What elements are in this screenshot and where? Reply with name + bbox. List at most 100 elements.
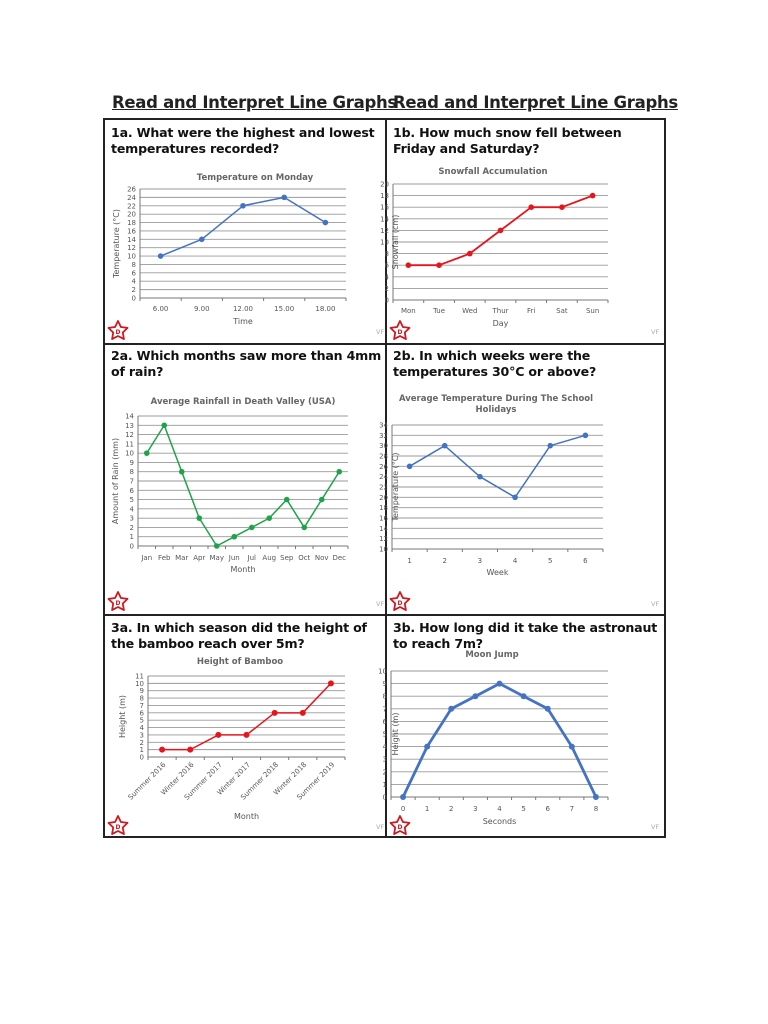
question-1a: 1a. What were the highest and lowest tem… (111, 125, 375, 156)
y-tick-label: 26 (379, 463, 388, 471)
x-tick-label: 5 (548, 557, 552, 565)
x-tick-label: Sun (586, 307, 599, 315)
y-axis-label: Height (m) (391, 712, 400, 755)
x-axis-label: Week (487, 568, 509, 577)
y-tick-label: 22 (379, 484, 388, 492)
y-tick-label: 18 (127, 219, 136, 227)
series-line (409, 434, 586, 499)
chart-1: Temperature on Monday0246810121416182022… (112, 173, 347, 326)
question-2a: 2a. Which months saw more than 4mm of ra… (111, 348, 381, 379)
y-tick-label: 10 (135, 680, 144, 688)
data-point (161, 422, 168, 429)
y-tick-label: 8 (383, 693, 387, 701)
y-tick-label: 0 (383, 794, 387, 802)
data-point (327, 680, 334, 687)
y-tick-label: 1 (130, 533, 134, 541)
x-tick-label: May (210, 554, 224, 562)
star-shape (389, 320, 411, 341)
x-tick-label: Mon (401, 307, 416, 315)
x-tick-label: Jun (228, 554, 240, 562)
x-tick-label: Aug (262, 554, 276, 562)
x-tick-label: 9.00 (194, 305, 210, 313)
data-point (496, 680, 503, 687)
chart-title: Average Temperature During The School (399, 394, 593, 404)
y-tick-label: 0 (385, 297, 389, 305)
x-tick-label: Thur (491, 307, 508, 315)
worksheet-heading-left: Read and Interpret Line Graphs (112, 93, 397, 112)
x-tick-label: 3 (473, 805, 477, 813)
y-tick-label: 22 (127, 202, 136, 210)
data-point (318, 496, 325, 503)
data-point (196, 515, 203, 521)
star-badge-letter: D (116, 824, 121, 831)
x-tick-label: 4 (513, 557, 518, 565)
y-tick-label: 8 (140, 695, 144, 703)
x-tick-label: 0 (401, 805, 405, 813)
chart-title: Average Rainfall in Death Valley (USA) (151, 397, 336, 407)
star-icon: D (107, 815, 129, 835)
data-point (143, 450, 150, 456)
chart-4: Average Temperature During The SchoolHol… (379, 394, 604, 577)
star-badge-letter: D (116, 600, 121, 607)
data-point (301, 524, 308, 531)
x-tick-label: Apr (193, 554, 205, 562)
data-point (159, 746, 166, 753)
y-tick-label: 26 (127, 186, 136, 194)
y-tick-label: 3 (140, 731, 144, 739)
y-tick-label: 28 (379, 453, 388, 461)
data-point (559, 204, 565, 210)
x-tick-label: Summer 2016 (127, 760, 168, 801)
y-tick-label: 6 (140, 709, 145, 717)
data-point (266, 515, 273, 521)
y-tick-label: 5 (383, 731, 387, 739)
vf-mark: VF (651, 600, 659, 608)
y-tick-label: 6 (130, 487, 135, 495)
data-point (271, 709, 278, 716)
data-point (215, 731, 222, 738)
y-tick-label: 7 (383, 705, 387, 713)
y-tick-label: 18 (379, 504, 388, 512)
x-axis-label: Time (232, 317, 253, 326)
y-tick-label: 18 (380, 192, 389, 200)
x-tick-label: Jan (140, 554, 152, 562)
y-axis-label: Temperature (°C) (112, 209, 121, 279)
y-tick-label: 32 (379, 432, 388, 440)
y-tick-label: 16 (380, 204, 389, 212)
row-divider (103, 343, 666, 345)
data-point (281, 194, 288, 201)
y-axis-label: Amount of Rain (mm) (111, 438, 120, 524)
y-axis-label: Height (m) (118, 695, 127, 738)
y-tick-label: 14 (127, 236, 136, 244)
row-divider (103, 614, 666, 616)
series-line (146, 424, 340, 547)
vf-mark: VF (651, 328, 659, 336)
star-badge-letter: D (116, 329, 121, 336)
data-point (187, 746, 194, 753)
x-tick-label: 1 (407, 557, 411, 565)
question-3a: 3a. In which season did the height of th… (111, 620, 367, 651)
y-tick-label: 8 (132, 261, 136, 269)
y-tick-label: 3 (130, 515, 134, 523)
y-tick-label: 2 (385, 285, 389, 293)
x-tick-label: Nov (315, 554, 329, 562)
x-tick-label: 18.00 (315, 305, 335, 313)
y-tick-label: 3 (383, 756, 387, 764)
y-axis-label: Snowfall (cm) (391, 215, 400, 270)
data-point (199, 236, 205, 243)
data-point (592, 794, 599, 800)
worksheet-heading-right: Read and Interpret Line Graphs (393, 93, 678, 112)
chart-2: Snowfall Accumulation 0 2 4 6 8 10 12 14 16 18 20 Mo… (380, 167, 609, 328)
x-tick-label: 6.00 (153, 305, 169, 313)
x-tick-label: 3 (478, 557, 482, 565)
y-tick-label: 16 (127, 227, 136, 235)
y-tick-label: 14 (125, 413, 134, 421)
x-tick-label: 8 (594, 805, 598, 813)
y-tick-label: 2 (130, 524, 134, 532)
vf-mark: VF (376, 600, 384, 608)
y-tick-label: 2 (140, 739, 144, 747)
column-divider (385, 118, 387, 838)
y-axis-label: Temperature (°C) (391, 452, 400, 522)
x-tick-label: 5 (521, 805, 525, 813)
